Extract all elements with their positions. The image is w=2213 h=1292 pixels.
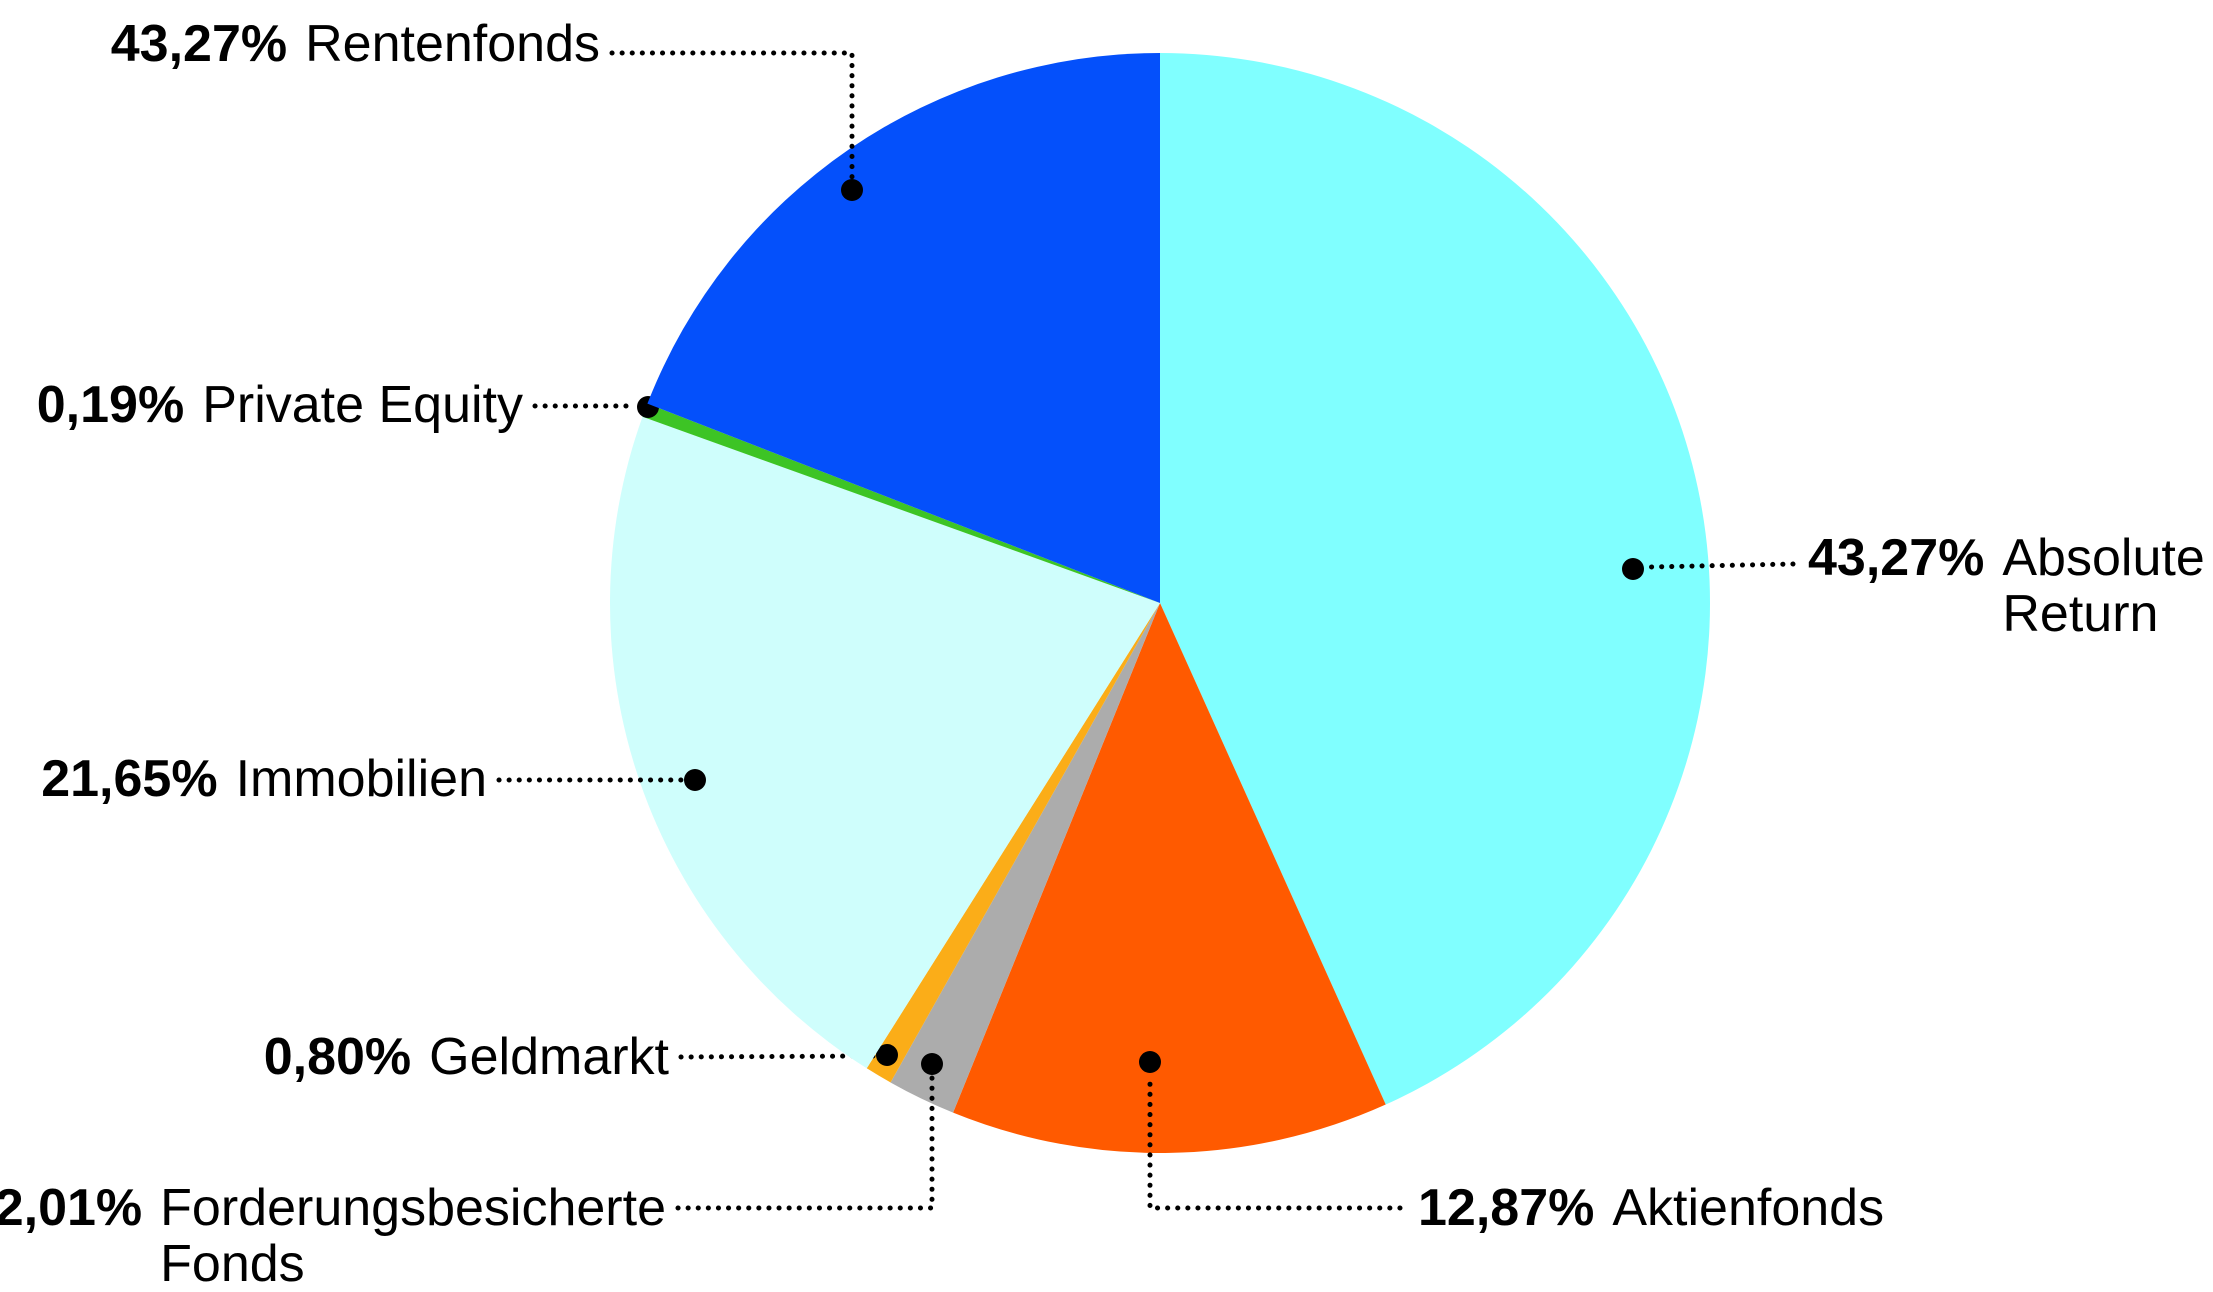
leader-line-geldmarkt <box>678 1053 876 1060</box>
slice-percent: 43,27% <box>1808 529 1985 587</box>
leader-dot-immobilien <box>684 769 706 791</box>
slice-name: Forderungsbesicherte <box>160 1179 666 1237</box>
slice-label-immobilien: 21,65% Immobilien <box>41 751 487 807</box>
pie-slice-absolute-return <box>1160 53 1711 1105</box>
pie-slice-geldmarkt <box>866 603 1160 1083</box>
slice-percent: 21,65% <box>41 750 218 808</box>
leader-dot-rentenfonds <box>841 179 863 201</box>
slice-percent: 12,87% <box>1418 1179 1595 1237</box>
slice-name: Aktienfonds <box>1612 1179 1885 1237</box>
leader-line-absolute-return <box>1646 561 1796 570</box>
slice-name: Immobilien <box>235 750 487 808</box>
pie-slice-aktienfonds <box>953 603 1386 1153</box>
slice-label-private-equity: 0,19% Private Equity <box>37 377 523 433</box>
slice-name: Rentenfonds <box>305 15 600 73</box>
pie-slice-private-equity <box>642 403 1160 603</box>
leader-dot-aktienfonds <box>1139 1051 1161 1073</box>
leader-line-aktienfonds <box>1147 1073 1403 1211</box>
slice-name: Fonds <box>160 1235 305 1292</box>
slice-label-rentenfonds: 43,27% Rentenfonds <box>111 16 600 72</box>
slice-label-geldmarkt: 0,80% Geldmarkt <box>264 1029 669 1085</box>
pie-slice-immobilien <box>610 416 1160 1069</box>
leader-line-forderungsbesicherte-fonds <box>675 1075 935 1211</box>
leader-dot-absolute-return <box>1622 558 1644 580</box>
slice-label-aktienfonds: 12,87% Aktienfonds <box>1418 1180 1884 1236</box>
slice-label-forderungsbesicherte-fonds: 2,01%Forderungsbesicherte2,01%Fonds <box>0 1180 666 1292</box>
slice-percent: 0,80% <box>263 1028 412 1086</box>
slice-name: Return <box>2002 585 2159 643</box>
leader-dot-geldmarkt <box>876 1044 898 1066</box>
pie-slice-forderungsbesicherte-fonds <box>890 603 1160 1113</box>
slice-name: Absolute <box>2002 529 2205 587</box>
slice-name: Private Equity <box>202 376 523 434</box>
leader-line-rentenfonds <box>609 50 855 181</box>
slice-label-absolute-return: 43,27%Absolute43,27%Return <box>1808 530 2205 642</box>
slice-name: Geldmarkt <box>429 1028 669 1086</box>
slice-percent: 2,01% <box>0 1179 143 1237</box>
slice-percent: 0,19% <box>36 376 185 434</box>
pie-slice-rentenfonds <box>647 53 1160 603</box>
slice-percent: 43,27% <box>110 15 288 73</box>
leader-dot-forderungsbesicherte-fonds <box>921 1053 943 1075</box>
